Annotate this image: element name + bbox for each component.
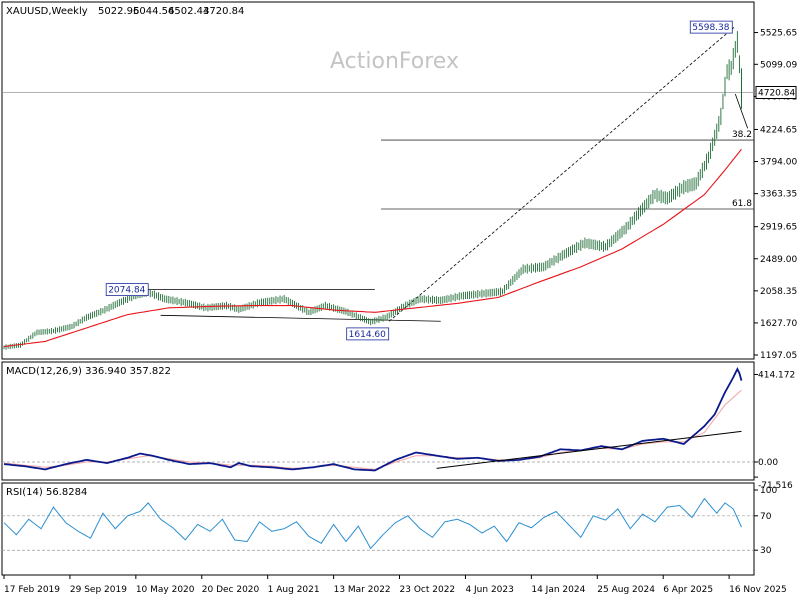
ohlc-open: 5022.96 [98,6,139,17]
annotation-label: 1614.60 [349,330,386,340]
price-ytick-label: 2919.65 [760,223,797,233]
rsi-panel-frame [1,482,755,576]
rsi-ytick-label: 100 [760,486,777,496]
rsi-ytick-label: 70 [760,512,772,522]
annotation-box [689,20,733,34]
retrace-line [734,93,749,129]
price-ytick-label: 3794.00 [760,158,797,168]
x-tick-label: 10 May 2020 [136,585,195,595]
ohlc-close: 4720.84 [203,6,244,17]
price-ytick-label: 2058.35 [760,287,797,297]
price-ytick-label: 2489.00 [760,255,797,265]
x-tick-label: 17 Feb 2019 [4,585,60,595]
price-ytick-label: 1627.70 [760,319,797,329]
x-tick-label: 16 Nov 2025 [729,585,787,595]
x-tick-label: 20 Dec 2020 [202,585,260,595]
price-ytick-label: 4224.65 [760,125,797,135]
fib-label: 61.8 [732,199,752,209]
x-tick-label: 14 Jan 2024 [531,585,585,595]
x-tick-label: 13 Mar 2022 [334,585,391,595]
annotation-box [105,283,149,297]
x-tick-label: 25 Aug 2024 [597,585,655,595]
price-ytick-label: 5525.65 [760,29,797,39]
price-header: XAUUSD,Weekly 5022.96 5044.56 4502.43 47… [6,6,244,17]
chart-marks: 5525.655099.094667.514224.653794.003363.… [2,20,797,595]
x-tick-label: 4 Jun 2023 [465,585,513,595]
ohlc-high: 5044.56 [133,6,174,17]
watermark: ActionForex [330,49,459,74]
x-tick-label: 6 Apr 2025 [663,585,713,595]
macd-line [3,366,743,472]
macd-panel-frame [1,361,755,481]
last-price-label: 4720.84 [758,88,795,98]
macd-panel-title: MACD(12,26,9) 336.940 357.822 [6,366,171,377]
price-ytick-label: 1197.05 [760,351,797,361]
macd-ytick-label: -71.516 [758,481,793,491]
price-ytick-label: 5099.09 [760,60,797,70]
rsi-ytick-label: 30 [760,546,772,556]
annotation-box [346,327,390,341]
price-panel-title: XAUUSD,Weekly [6,6,88,17]
sma-line [3,148,742,348]
fib-label: 38.2 [732,130,752,140]
projection-dashed-line [388,26,735,322]
rsi-panel-title: RSI(14) 56.8284 [6,487,87,498]
annotation-label: 2074.84 [108,286,145,296]
macd-ytick-label: 0.00 [758,458,778,468]
range-bottom-line [160,314,441,322]
macd-ytick-label: 414.172 [758,370,795,380]
ohlc-low: 4502.43 [168,6,209,17]
annotation-label: 5598.38 [692,23,729,33]
price-ytick-label: 3363.35 [760,190,797,200]
x-tick-label: 1 Aug 2021 [268,585,320,595]
rsi-line [3,497,742,550]
x-tick-label: 23 Oct 2022 [400,585,456,595]
last-price-box [755,85,797,99]
macd-trendline [436,430,742,469]
x-tick-label: 29 Sep 2019 [70,585,127,595]
